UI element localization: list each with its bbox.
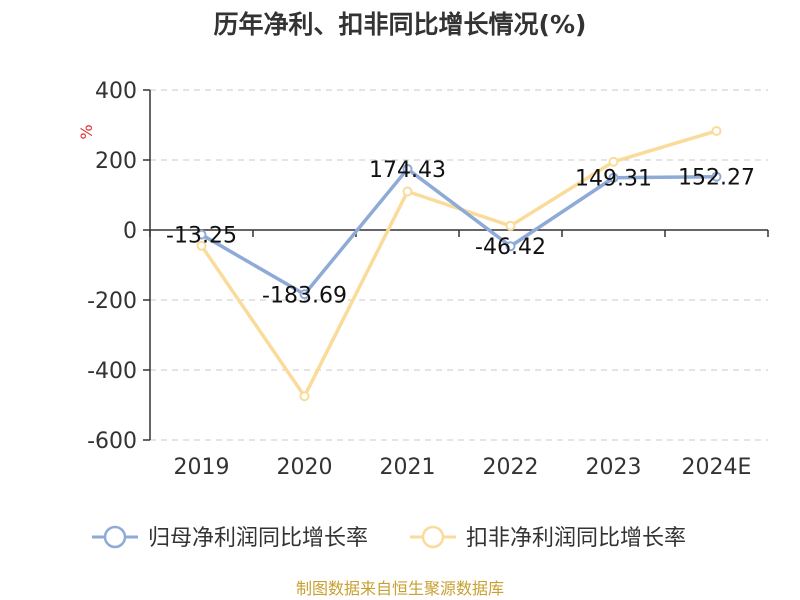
x-tick-label: 2022 [483, 455, 539, 480]
data-point [299, 391, 310, 402]
data-label: -13.25 [166, 224, 237, 249]
y-tick-label: 200 [95, 149, 137, 174]
data-point [608, 172, 619, 183]
x-tick-label: 2024E [682, 455, 752, 480]
legend-label: 归母净利润同比增长率 [148, 526, 368, 551]
y-axis-label: % [77, 124, 96, 139]
axes [143, 89, 769, 441]
data-point [299, 289, 310, 300]
source-note: 制图数据来自恒生聚源数据库 [296, 579, 504, 598]
data-point [711, 125, 722, 136]
x-tick-labels: 2019 2020 2021 2022 2023 2024E [174, 455, 752, 480]
series-group [196, 125, 722, 402]
y-tick-label: -400 [87, 359, 137, 384]
data-label: 149.31 [575, 167, 652, 192]
legend: 归母净利润同比增长率 扣非净利润同比增长率 [92, 525, 686, 551]
x-tick-label: 2020 [277, 455, 333, 480]
data-label: 174.43 [369, 158, 446, 183]
x-tick-label: 2021 [380, 455, 436, 480]
data-labels: -13.25 -183.69 174.43 -46.42 149.31 152.27 [166, 158, 755, 308]
data-point [711, 171, 722, 182]
data-point [196, 240, 207, 251]
data-point [402, 186, 413, 197]
data-point [196, 229, 207, 240]
data-label: -46.42 [475, 235, 546, 260]
legend-label: 扣非净利润同比增长率 [466, 526, 686, 551]
legend-swatch-marker [421, 525, 445, 549]
y-tick-label: -600 [87, 429, 137, 454]
y-tick-label: 400 [95, 79, 137, 104]
data-point [608, 156, 619, 167]
data-point [505, 220, 516, 231]
x-tick-label: 2023 [586, 455, 642, 480]
series-line-0 [199, 167, 719, 297]
data-label: 152.27 [678, 166, 755, 191]
y-tick-label: 0 [123, 219, 137, 244]
data-point [402, 163, 413, 174]
y-tick-labels: 400 200 0 -200 -400 -600 [87, 79, 137, 454]
chart-title: 历年净利、扣非同比增长情况(%) [214, 10, 587, 39]
x-tick-label: 2019 [174, 455, 230, 480]
y-tick-label: -200 [87, 289, 137, 314]
data-label: -183.69 [262, 283, 347, 308]
data-point [505, 241, 516, 252]
legend-swatch-marker [103, 525, 127, 549]
